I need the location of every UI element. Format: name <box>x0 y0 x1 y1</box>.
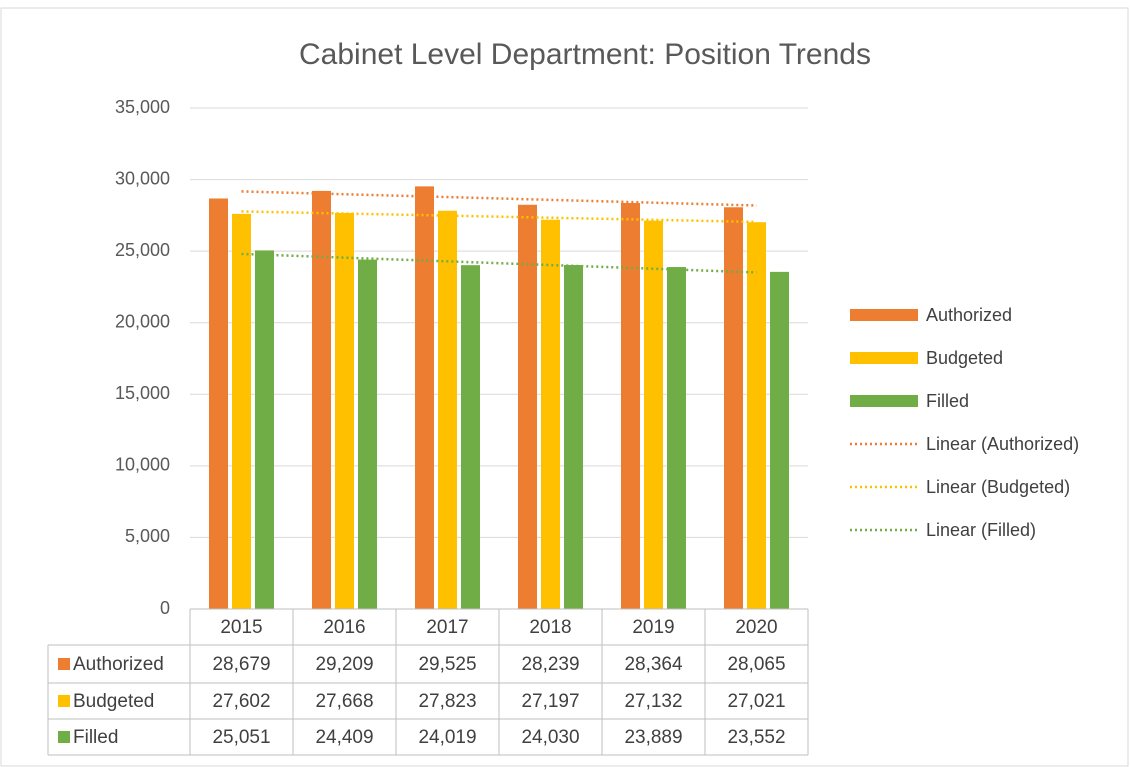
table-cell: 27,021 <box>727 691 785 712</box>
bar <box>644 220 663 609</box>
table-cell: 23,889 <box>624 727 682 748</box>
table-cell: 29,209 <box>315 654 373 675</box>
y-tick-label: 25,000 <box>115 240 170 260</box>
trendline <box>241 252 757 274</box>
table-cell: 27,197 <box>521 691 579 712</box>
table-cell: 24,019 <box>418 727 476 748</box>
table-row-label: Budgeted <box>73 691 154 712</box>
table-cell: 27,823 <box>418 691 476 712</box>
y-tick-label: 10,000 <box>115 455 170 475</box>
legend-key <box>58 731 70 743</box>
table-cell: 28,239 <box>521 654 579 675</box>
table-cell: 25,051 <box>212 727 270 748</box>
table-cell: 27,668 <box>315 691 373 712</box>
bar <box>335 212 354 610</box>
bar <box>415 186 434 609</box>
y-tick-label: 5,000 <box>125 526 170 546</box>
bar <box>312 190 331 609</box>
bar <box>724 207 743 609</box>
x-tick-label: 2020 <box>735 617 777 638</box>
y-tick-label: 15,000 <box>115 383 170 403</box>
table-cell: 28,679 <box>212 654 270 675</box>
x-tick-label: 2017 <box>426 617 468 638</box>
bar <box>461 265 480 609</box>
trendline <box>241 210 757 224</box>
x-tick-label: 2019 <box>632 617 674 638</box>
table-row-label: Authorized <box>73 654 164 675</box>
table-row-label: Filled <box>73 727 118 748</box>
bar <box>667 267 686 609</box>
legend-label: Linear (Budgeted) <box>926 477 1070 497</box>
bar <box>358 259 377 609</box>
bar <box>232 213 251 609</box>
x-tick-label: 2015 <box>220 617 262 638</box>
bar <box>209 198 228 610</box>
legend-label: Linear (Filled) <box>926 520 1036 540</box>
y-tick-label: 20,000 <box>115 311 170 331</box>
bar <box>438 210 457 609</box>
legend-swatch <box>850 309 918 321</box>
y-tick-label: 0 <box>160 598 170 618</box>
table-cell: 24,030 <box>521 727 579 748</box>
bar <box>255 250 274 609</box>
bar <box>747 222 766 609</box>
legend-key <box>58 658 70 670</box>
legend-label: Linear (Authorized) <box>926 434 1079 454</box>
chart-title: Cabinet Level Department: Position Trend… <box>299 38 871 71</box>
table-cell: 27,602 <box>212 691 270 712</box>
bar <box>621 202 640 609</box>
y-tick-label: 30,000 <box>115 168 170 188</box>
bar <box>770 271 789 609</box>
legend-label: Budgeted <box>926 348 1003 368</box>
legend-key <box>58 695 70 707</box>
y-tick-label: 35,000 <box>115 97 170 117</box>
table-cell: 23,552 <box>727 727 785 748</box>
table-cell: 29,525 <box>418 654 476 675</box>
bar <box>541 219 560 609</box>
legend-swatch <box>850 352 918 364</box>
table-cell: 28,364 <box>624 654 683 675</box>
trendline <box>241 190 757 207</box>
table-cell: 28,065 <box>727 654 785 675</box>
legend-swatch <box>850 395 918 407</box>
x-tick-label: 2018 <box>529 617 571 638</box>
table-cell: 24,409 <box>315 727 373 748</box>
table-cell: 27,132 <box>624 691 682 712</box>
bar <box>518 204 537 610</box>
legend-label: Filled <box>926 391 969 411</box>
bar <box>564 265 583 609</box>
x-tick-label: 2016 <box>323 617 365 638</box>
legend-label: Authorized <box>926 305 1012 325</box>
